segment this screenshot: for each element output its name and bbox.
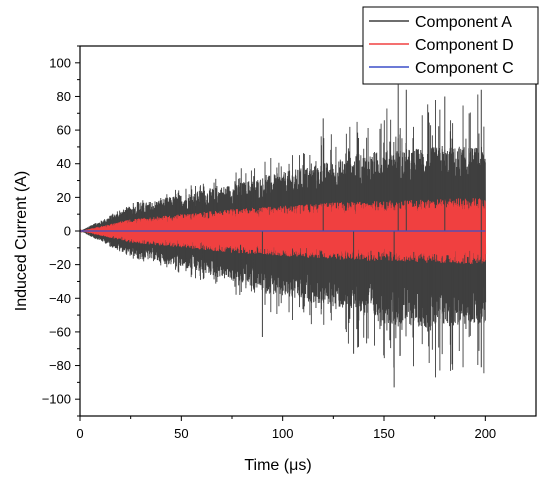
- y-tick-label: 40: [57, 156, 71, 171]
- y-axis-label: Induced Current (A): [13, 171, 30, 312]
- y-tick-label: −40: [49, 291, 71, 306]
- series-component-a-extremes: [261, 84, 482, 388]
- legend-label: Component D: [415, 37, 514, 54]
- y-tick-label: 0: [64, 224, 71, 239]
- x-tick-label: 200: [474, 426, 496, 441]
- axes: 0 50 100 150 200 −100 −80 −60 −40 −20 0 20 40 60 80 100…: [13, 45, 537, 474]
- x-tick-label: 0: [76, 426, 83, 441]
- x-tick-label: 150: [373, 426, 395, 441]
- legend: Component A Component D Component C: [362, 6, 539, 85]
- x-axis-label: Time (μs): [244, 457, 311, 474]
- legend-label: Component C: [415, 60, 514, 77]
- y-tick-label: 80: [57, 89, 71, 104]
- y-tick-label: −80: [49, 358, 71, 373]
- y-tick-label: 100: [49, 55, 71, 70]
- legend-box: [362, 6, 539, 85]
- plot-content: [80, 84, 487, 388]
- y-tick-label: 60: [57, 123, 71, 138]
- y-tick-label: −60: [49, 324, 71, 339]
- x-tick-label: 50: [174, 426, 188, 441]
- x-tick-label: 100: [272, 426, 294, 441]
- y-tick-label: 20: [57, 190, 71, 205]
- y-tick-label: −100: [42, 392, 71, 407]
- series-component-d: [80, 198, 487, 264]
- legend-label: Component A: [415, 14, 512, 31]
- y-tick-label: −20: [49, 257, 71, 272]
